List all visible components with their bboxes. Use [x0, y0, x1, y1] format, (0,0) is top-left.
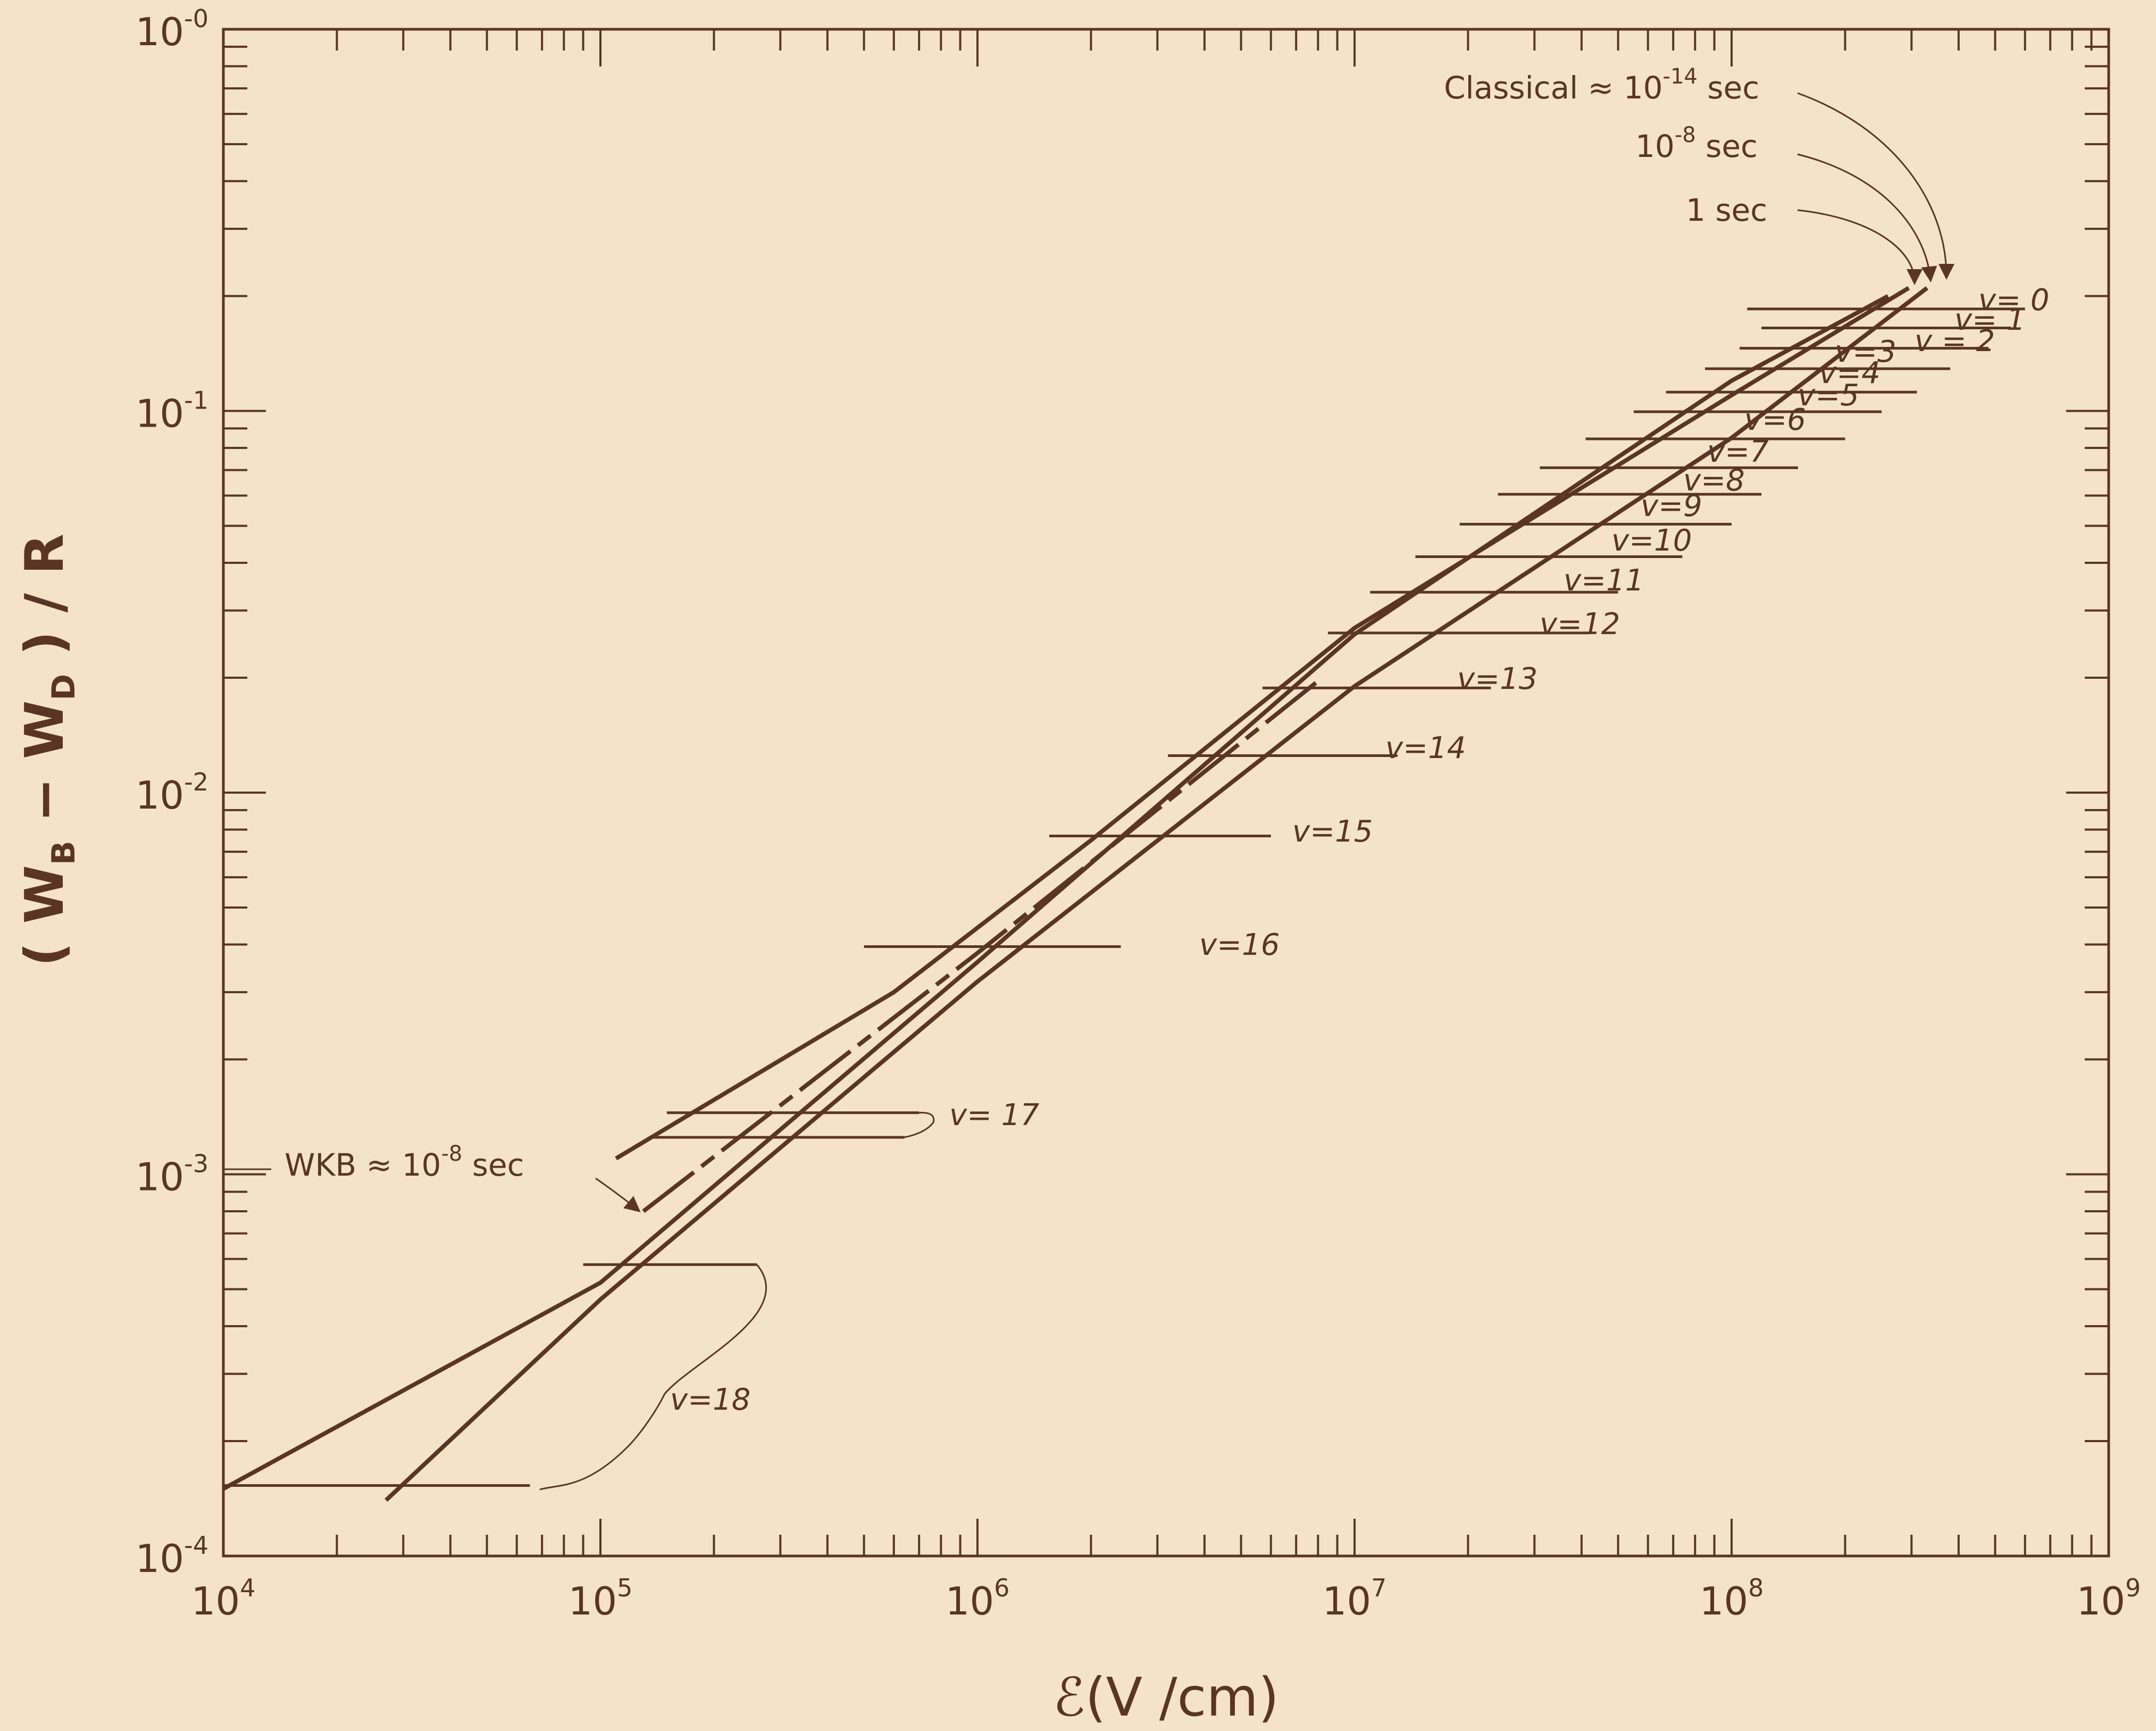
axis-labels: 104 105 106 107 108 109 10-0 10-1 10-2 10-3 10-4 ℰ(… — [13, 4, 2141, 1728]
level-label: v=12 — [1540, 607, 1620, 642]
level-label: v=14 — [1385, 731, 1466, 765]
level-label: v=5 — [1798, 378, 1859, 413]
series-line — [222, 294, 1890, 1491]
plot-frame — [222, 28, 2110, 1558]
series-line — [615, 286, 1910, 1161]
annotation-wkb: WKB ≈ 10-8 sec — [285, 1142, 524, 1183]
x-tick-label: 105 — [569, 1574, 633, 1624]
level-label: v= 0 — [1978, 283, 2050, 318]
y-tick-label: 10-4 — [136, 1531, 209, 1581]
y-tick-label: 10-3 — [136, 1150, 209, 1200]
brace-v17 — [904, 1112, 935, 1138]
x-tick-label: 108 — [1700, 1574, 1764, 1624]
level-label: v=15 — [1292, 814, 1373, 849]
arrow — [1797, 153, 1937, 282]
series-line — [642, 679, 1319, 1213]
annotation-classical: Classical ≈ 10-14 sec — [1444, 64, 1759, 106]
arrow — [595, 1177, 641, 1212]
level-label: v=7 — [1707, 435, 1769, 469]
series-lines — [222, 286, 1929, 1502]
level-label: v = 2 — [1915, 324, 1995, 359]
y-tick-label: 10-2 — [136, 768, 209, 818]
annotations: Classical ≈ 10-14 sec 10-8 sec 1 sec WKB ≈ … — [223, 64, 1954, 1212]
x-tick-label: 106 — [946, 1574, 1010, 1624]
series-line — [385, 286, 1929, 1502]
axis-ticks — [222, 28, 2110, 1557]
brace-v18 — [539, 1264, 767, 1491]
annotation-onesec: 1 sec — [1686, 192, 1767, 228]
level-label: v=13 — [1457, 662, 1537, 696]
level-label: v= 1 — [1954, 303, 2026, 337]
y-tick-label: 10-1 — [136, 386, 209, 436]
x-axis-label: ℰ(V /cm) — [1053, 1666, 1279, 1728]
x-tick-label: 107 — [1323, 1574, 1387, 1624]
x-tick-label: 109 — [2077, 1574, 2141, 1624]
vibrational-levels: v= 0v= 1v = 2v=3v=4v=5v=6v=7v=8v=9v=10v=… — [223, 283, 2050, 1491]
level-label: v=9 — [1641, 489, 1702, 523]
y-tick-label: 10-0 — [136, 4, 209, 54]
level-label: v=10 — [1611, 523, 1692, 558]
level-label: v=8 — [1683, 463, 1745, 498]
level-label: v=16 — [1199, 928, 1280, 962]
level-label: v=11 — [1564, 563, 1644, 598]
plot-border — [222, 28, 2110, 1558]
level-label: v= 17 — [949, 1098, 1039, 1133]
arrow — [1797, 92, 1954, 280]
x-tick-label: 104 — [191, 1574, 256, 1624]
annotation-ten8: 10-8 sec — [1635, 123, 1758, 164]
y-axis-label: ( WB − WD ) / R — [13, 534, 82, 967]
level-label: v=18 — [670, 1383, 750, 1417]
arrow — [1797, 209, 1923, 285]
